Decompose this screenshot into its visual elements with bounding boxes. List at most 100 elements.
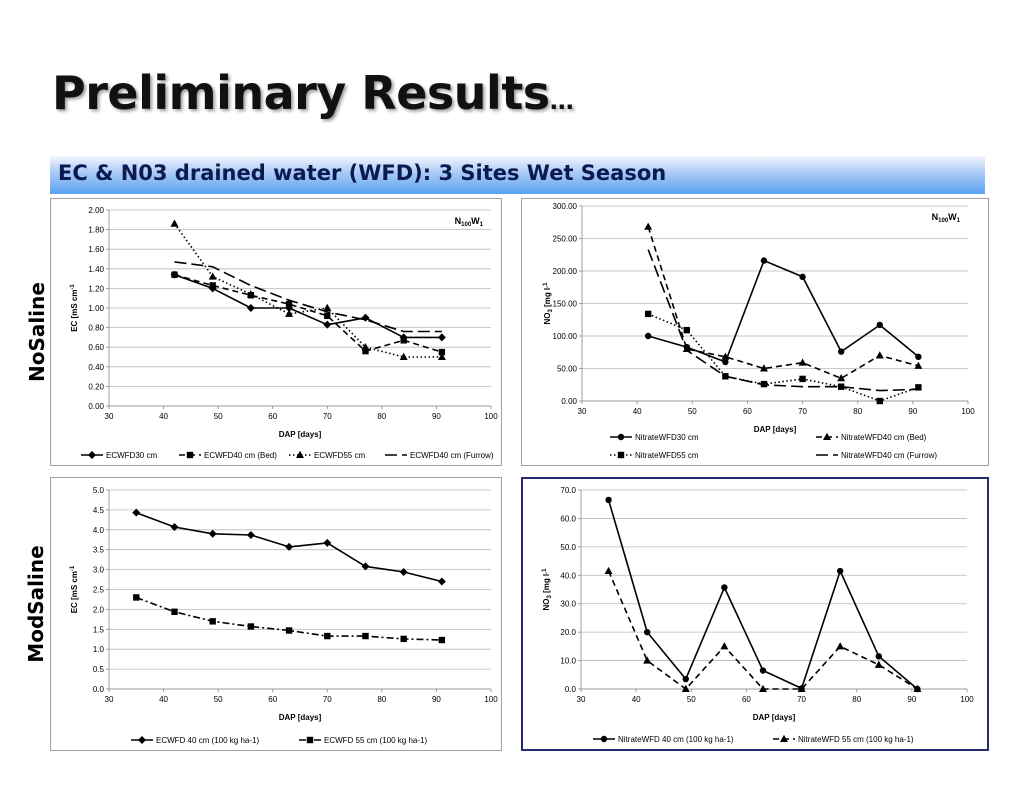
- y-tick-label: 0.80: [88, 324, 104, 333]
- x-tick-label: 90: [432, 412, 441, 421]
- row-label-modsaline: ModSaline: [24, 545, 48, 663]
- y-tick-label: 0.20: [88, 382, 104, 391]
- data-point: [323, 538, 332, 547]
- x-tick-label: 80: [377, 695, 386, 704]
- data-point: [209, 618, 216, 625]
- site-annotation: N100W1: [455, 216, 484, 228]
- y-tick-label: 50.00: [557, 365, 578, 374]
- section-banner: EC & N03 drained water (WFD): 3 Sites We…: [50, 156, 985, 194]
- legend-marker: [780, 734, 788, 742]
- y-tick-label: 200.00: [553, 267, 578, 276]
- legend-marker: [296, 450, 304, 458]
- data-point: [400, 337, 407, 344]
- series-2: [644, 222, 923, 382]
- title-ellipsis: …: [549, 87, 574, 115]
- data-point: [362, 632, 369, 640]
- y-tick-label: 0.60: [88, 343, 104, 352]
- series-line: [647, 249, 919, 392]
- legend-label: ECWFD 40 cm (100 kg ha-1): [156, 736, 259, 745]
- y-tick-label: 150.00: [553, 300, 578, 309]
- x-tick-label: 80: [853, 407, 862, 416]
- data-point: [720, 642, 729, 650]
- data-point: [798, 358, 807, 366]
- slide-title: Preliminary Results…: [52, 66, 574, 120]
- legend-marker: [306, 736, 314, 744]
- data-point: [323, 303, 332, 311]
- data-point: [361, 562, 370, 571]
- data-point: [913, 684, 922, 692]
- data-point: [682, 675, 689, 683]
- data-point: [915, 384, 922, 391]
- chart-panel-ec-modsaline[interactable]: 0.0 0.5 1.0 1.5 2.0 2.5 3.0 3.5 4.0 4.5 5.0 30 40 50 6…: [50, 477, 502, 751]
- chart-panel-ec-nosaline[interactable]: 0.00 0.20 0.40 0.60 0.80 1.00 1.20 1.40 1.60 1.80…: [50, 198, 502, 466]
- data-point: [914, 361, 923, 369]
- y-tick-label: 1.00: [88, 304, 104, 313]
- data-point: [605, 496, 612, 504]
- x-tick-label: 30: [577, 695, 586, 704]
- chart-panel-no3-nosaline[interactable]: 0.00 50.00 100.00 150.00 200.00 250.00 300.00 3…: [521, 198, 989, 466]
- x-tick-label: 40: [159, 412, 168, 421]
- banner-text: EC & N03 drained water (WFD): 3 Sites We…: [58, 161, 667, 185]
- data-point: [133, 594, 140, 601]
- data-point: [644, 332, 652, 340]
- data-point: [437, 333, 446, 342]
- series-line: [174, 273, 443, 353]
- legend-marker: [600, 735, 608, 743]
- chart-panel-no3-modsaline[interactable]: 0.0 10.0 20.0 30.0 40.0 50.0 60.0 70.0 30 40 50 60 7…: [521, 477, 989, 751]
- data-point: [915, 353, 922, 360]
- x-axis-title: DAP [days]: [753, 713, 796, 722]
- data-point: [874, 660, 883, 668]
- chart-ec-nosaline: 0.00 0.20 0.40 0.60 0.80 1.00 1.20 1.40 1.60 1.80…: [70, 206, 498, 460]
- y-tick-label: 4.0: [93, 526, 105, 535]
- data-point: [875, 351, 884, 359]
- y-tick-label: 20.0: [560, 628, 576, 637]
- series-line: [174, 273, 442, 339]
- x-tick-label: 40: [633, 407, 642, 416]
- legend-label: NitrateWFD40 cm (Bed): [841, 433, 927, 442]
- legend-label: ECWFD55 cm: [314, 451, 365, 460]
- x-axis-title: DAP [days]: [279, 713, 322, 722]
- x-tick-label: 30: [578, 407, 587, 416]
- y-tick-label: 0.0: [93, 685, 105, 694]
- data-point: [437, 352, 446, 360]
- x-tick-label: 80: [377, 412, 386, 421]
- data-point: [132, 508, 141, 517]
- data-point: [722, 358, 729, 366]
- x-tick-label: 50: [688, 407, 697, 416]
- data-point: [285, 627, 293, 634]
- y-tick-label: 1.5: [93, 625, 105, 634]
- x-tick-label: 50: [214, 412, 223, 421]
- data-point: [400, 635, 407, 643]
- y-tick-label: 1.60: [88, 245, 104, 254]
- legend-label: ECWFD30 cm: [106, 451, 157, 460]
- data-point: [836, 567, 844, 575]
- legend-label: NitrateWFD 55 cm (100 kg ha-1): [798, 735, 914, 744]
- x-tick-label: 90: [432, 695, 441, 704]
- data-point: [875, 653, 882, 660]
- y-tick-label: 10.0: [560, 657, 576, 666]
- y-axis-title: NO3 [mg l-1: [542, 568, 553, 611]
- x-tick-label: 30: [105, 695, 114, 704]
- data-point: [170, 523, 179, 532]
- y-tick-label: 5.0: [93, 486, 105, 495]
- data-point: [758, 684, 767, 692]
- legend-marker: [617, 433, 625, 441]
- x-tick-label: 60: [268, 412, 277, 421]
- legend-label: NitrateWFD 40 cm (100 kg ha-1): [618, 735, 734, 744]
- x-tick-label: 50: [214, 695, 223, 704]
- data-point: [799, 375, 806, 383]
- x-tick-label: 60: [743, 407, 752, 416]
- series-2: [171, 271, 446, 356]
- x-tick-label: 100: [484, 695, 498, 704]
- data-point: [759, 364, 768, 372]
- series-line: [647, 226, 919, 380]
- legend-marker: [186, 451, 194, 459]
- data-point: [246, 304, 255, 312]
- y-tick-label: 1.20: [88, 284, 104, 293]
- data-point: [797, 684, 806, 692]
- data-point: [362, 347, 369, 355]
- legend-label: ECWFD40 cm (Furrow): [410, 451, 494, 460]
- data-point: [208, 529, 217, 538]
- x-tick-label: 60: [268, 695, 277, 704]
- x-tick-label: 100: [961, 407, 975, 416]
